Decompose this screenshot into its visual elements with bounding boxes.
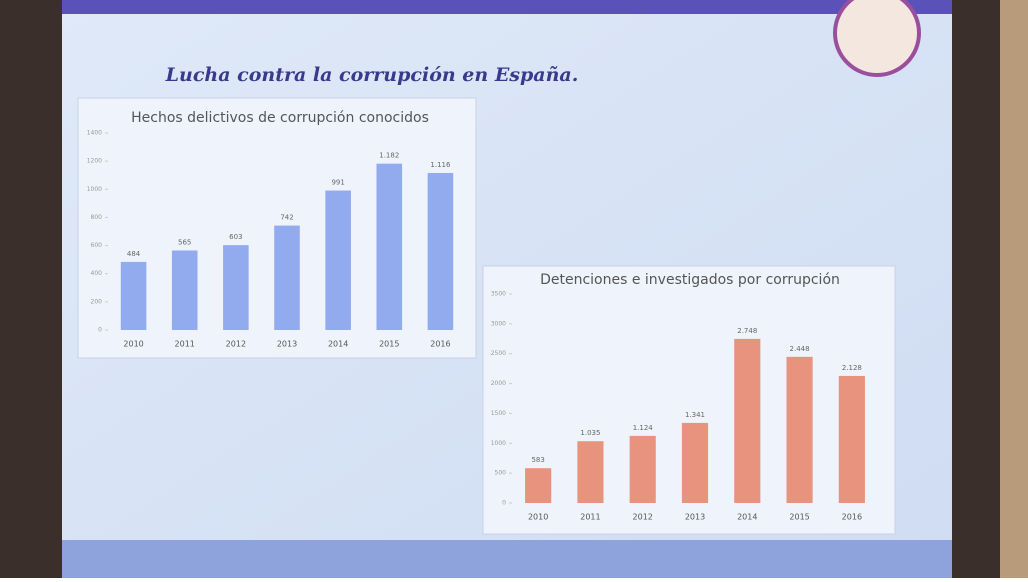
value-label: 2.748 bbox=[737, 327, 757, 335]
y-tick-label: 2500 bbox=[491, 350, 506, 357]
x-tick-label: 2013 bbox=[685, 513, 705, 522]
bar bbox=[786, 356, 813, 503]
logo bbox=[833, 0, 921, 77]
charts: Hechos delictivos de corrupción conocido… bbox=[77, 97, 896, 535]
slide-title: Lucha contra la corrupción en España. bbox=[165, 64, 579, 86]
x-tick-label: 2015 bbox=[379, 340, 399, 349]
value-label: 2.128 bbox=[842, 364, 862, 372]
y-tick-label: 600 bbox=[91, 242, 103, 249]
y-tick-label: 1000 bbox=[491, 440, 506, 447]
bar bbox=[274, 225, 300, 330]
value-label: 1.035 bbox=[580, 429, 600, 437]
bar bbox=[376, 163, 403, 330]
value-label: 565 bbox=[178, 238, 191, 246]
y-tick-label: 1000 bbox=[87, 186, 102, 193]
x-tick-label: 2011 bbox=[175, 340, 195, 349]
x-tick-label: 2012 bbox=[226, 340, 246, 349]
value-label: 1.124 bbox=[633, 424, 654, 432]
bar bbox=[681, 422, 709, 503]
bar bbox=[525, 468, 552, 503]
bar bbox=[120, 261, 147, 330]
bar bbox=[629, 435, 656, 503]
y-tick-label: 0 bbox=[502, 500, 506, 507]
y-tick-label: 200 bbox=[91, 298, 103, 305]
value-label: 484 bbox=[127, 250, 141, 258]
x-tick-label: 2014 bbox=[737, 513, 757, 522]
value-label: 583 bbox=[531, 456, 544, 464]
y-tick-label: 3500 bbox=[491, 291, 506, 298]
x-tick-label: 2015 bbox=[789, 513, 809, 522]
slide-banner bbox=[62, 0, 952, 14]
x-tick-label: 2016 bbox=[430, 340, 450, 349]
x-tick-label: 2012 bbox=[633, 513, 653, 522]
slide-footer bbox=[62, 540, 952, 578]
bar bbox=[325, 190, 351, 330]
x-tick-label: 2011 bbox=[580, 513, 600, 522]
x-tick-label: 2013 bbox=[277, 340, 297, 349]
value-label: 603 bbox=[229, 233, 242, 241]
y-tick-label: 1400 bbox=[87, 130, 102, 137]
value-label: 1.341 bbox=[685, 411, 705, 419]
bar bbox=[577, 441, 604, 503]
bar bbox=[734, 338, 761, 503]
bar bbox=[171, 250, 198, 330]
value-label: 1.116 bbox=[430, 161, 451, 169]
y-tick-label: 400 bbox=[91, 270, 103, 277]
value-label: 742 bbox=[280, 214, 293, 222]
y-tick-label: 0 bbox=[98, 327, 102, 334]
value-label: 991 bbox=[331, 179, 344, 187]
x-tick-label: 2010 bbox=[123, 340, 143, 349]
y-tick-label: 800 bbox=[91, 214, 103, 221]
value-label: 1.182 bbox=[379, 152, 399, 160]
y-tick-label: 1200 bbox=[87, 158, 102, 165]
wall bbox=[1000, 0, 1028, 578]
bar bbox=[427, 172, 454, 330]
bar bbox=[223, 245, 249, 330]
chart-title: Hechos delictivos de corrupción conocido… bbox=[131, 110, 429, 126]
x-tick-label: 2014 bbox=[328, 340, 348, 349]
x-tick-label: 2016 bbox=[842, 513, 862, 522]
y-tick-label: 1500 bbox=[491, 410, 506, 417]
y-tick-label: 500 bbox=[495, 470, 507, 477]
bar bbox=[838, 375, 865, 503]
y-tick-label: 2000 bbox=[491, 380, 506, 387]
value-label: 2.448 bbox=[790, 345, 810, 353]
y-tick-label: 3000 bbox=[491, 320, 506, 327]
chart-title: Detenciones e investigados por corrupció… bbox=[540, 272, 840, 288]
x-tick-label: 2010 bbox=[528, 513, 548, 522]
